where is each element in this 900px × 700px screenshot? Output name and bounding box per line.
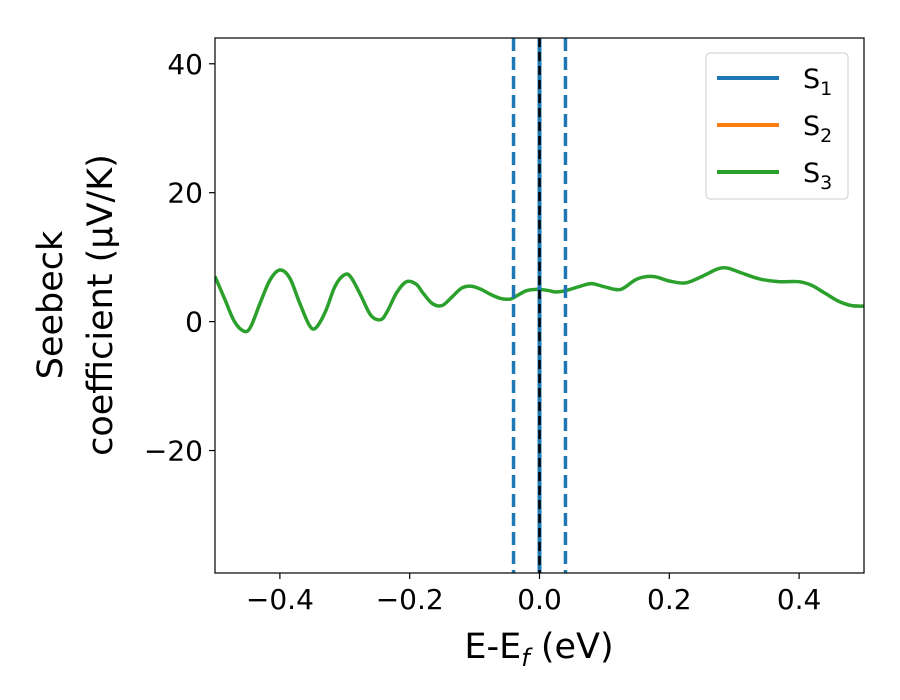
- x-tick-label: 0.0: [517, 583, 562, 616]
- legend-label-s1: S1: [803, 64, 832, 100]
- series-line-s3: [215, 265, 864, 334]
- y-tick-label: −20: [144, 435, 203, 468]
- y-axis-label-line2: coefficient (μV/K): [81, 154, 121, 456]
- y-tick-label: 20: [167, 177, 203, 210]
- x-tick-label: −0.2: [376, 583, 444, 616]
- legend-label-s3: S3: [803, 158, 832, 194]
- x-tick-label: −0.4: [246, 583, 314, 616]
- x-axis-label: E-Ef (eV): [464, 627, 613, 672]
- y-axis-label: Seebeck coefficient (μV/K): [31, 154, 121, 456]
- x-axis-label-main: E-E: [464, 627, 521, 667]
- legend: S1 S2 S3: [705, 52, 849, 200]
- plot-content: [215, 38, 864, 573]
- x-axis: −0.4 −0.2 0.0 0.2 0.4: [246, 573, 821, 616]
- y-axis: −20 0 20 40: [144, 48, 215, 468]
- y-tick-label: 40: [167, 48, 203, 81]
- y-tick-label: 0: [185, 306, 203, 339]
- x-axis-label-tail: (eV): [530, 627, 614, 667]
- legend-label-s2: S2: [803, 111, 832, 147]
- x-tick-label: 0.4: [777, 583, 822, 616]
- x-tick-label: 0.2: [647, 583, 692, 616]
- y-axis-label-line1: Seebeck: [31, 230, 71, 379]
